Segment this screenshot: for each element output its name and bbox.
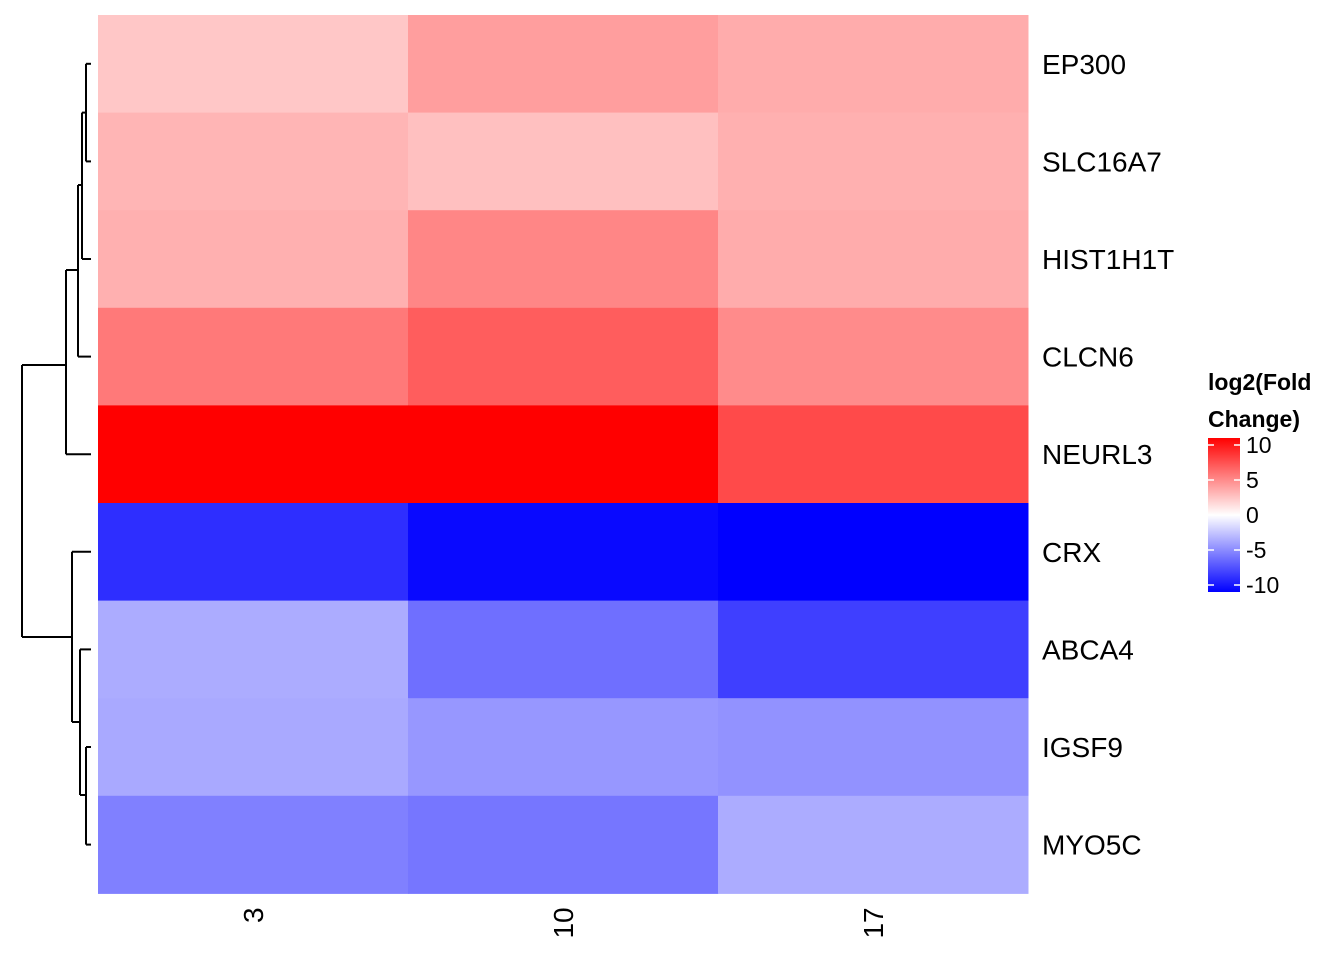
heatmap-cell-crx-10: [408, 503, 719, 601]
column-label-17: 17: [858, 907, 889, 938]
heatmap-cell-hist1h1t-17: [718, 210, 1029, 308]
legend-title-line1: log2(Fold: [1208, 369, 1311, 395]
row-label-slc16a7: SLC16A7: [1042, 146, 1162, 177]
row-labels: EP300 SLC16A7 HIST1H1T CLCN6 NEURL3 CRX ABCA4 I…: [1042, 49, 1174, 861]
heatmap-cell-slc16a7-17: [718, 113, 1029, 211]
row-label-clcn6: CLCN6: [1042, 342, 1134, 373]
column-labels: 3 10 17: [238, 907, 889, 938]
legend-tick-label: 5: [1246, 467, 1259, 493]
legend-tick-label: 10: [1246, 432, 1272, 458]
heatmap-cell-abca4-17: [718, 601, 1029, 699]
heatmap-cell-hist1h1t-10: [408, 210, 719, 308]
heatmap-cell-hist1h1t-3: [98, 210, 409, 308]
column-label-10: 10: [548, 907, 579, 938]
heatmap-cell-clcn6-10: [408, 308, 719, 406]
heatmap-cell-slc16a7-3: [98, 113, 409, 211]
heatmap-cell-igsf9-3: [98, 698, 409, 796]
heatmap-cell-myo5c-17: [718, 796, 1029, 894]
row-label-ep300: EP300: [1042, 49, 1126, 80]
heatmap-cell-igsf9-17: [718, 698, 1029, 796]
row-dendrogram: [22, 64, 91, 845]
legend-title-line2: Change): [1208, 406, 1300, 432]
row-label-igsf9: IGSF9: [1042, 732, 1123, 763]
row-label-neurl3: NEURL3: [1042, 439, 1152, 470]
heatmap-cell-ep300-3: [98, 15, 409, 113]
heatmap-cells: [98, 15, 1029, 894]
heatmap-cell-abca4-3: [98, 601, 409, 699]
heatmap-cell-neurl3-17: [718, 405, 1029, 503]
heatmap-cell-neurl3-3: [98, 405, 409, 503]
heatmap-cell-neurl3-10: [408, 405, 719, 503]
heatmap-cell-crx-17: [718, 503, 1029, 601]
heatmap-cell-crx-3: [98, 503, 409, 601]
heatmap-cell-abca4-10: [408, 601, 719, 699]
color-legend: log2(Fold Change) 10 5 0 -5 -10: [1208, 369, 1311, 598]
heatmap-cell-myo5c-10: [408, 796, 719, 894]
legend-tick-label: -10: [1246, 572, 1279, 598]
heatmap-cell-clcn6-3: [98, 308, 409, 406]
row-label-crx: CRX: [1042, 537, 1101, 568]
legend-tick-label: -5: [1246, 537, 1266, 563]
heatmap-cell-clcn6-17: [718, 308, 1029, 406]
heatmap-cell-slc16a7-10: [408, 113, 719, 211]
row-label-hist1h1t: HIST1H1T: [1042, 244, 1174, 275]
row-label-myo5c: MYO5C: [1042, 830, 1142, 861]
heatmap-cell-ep300-17: [718, 15, 1029, 113]
heatmap-cell-igsf9-10: [408, 698, 719, 796]
row-label-abca4: ABCA4: [1042, 634, 1134, 665]
heatmap-cell-ep300-10: [408, 15, 719, 113]
heatmap-cell-myo5c-3: [98, 796, 409, 894]
column-label-3: 3: [238, 907, 269, 923]
legend-tick-label: 0: [1246, 502, 1259, 528]
